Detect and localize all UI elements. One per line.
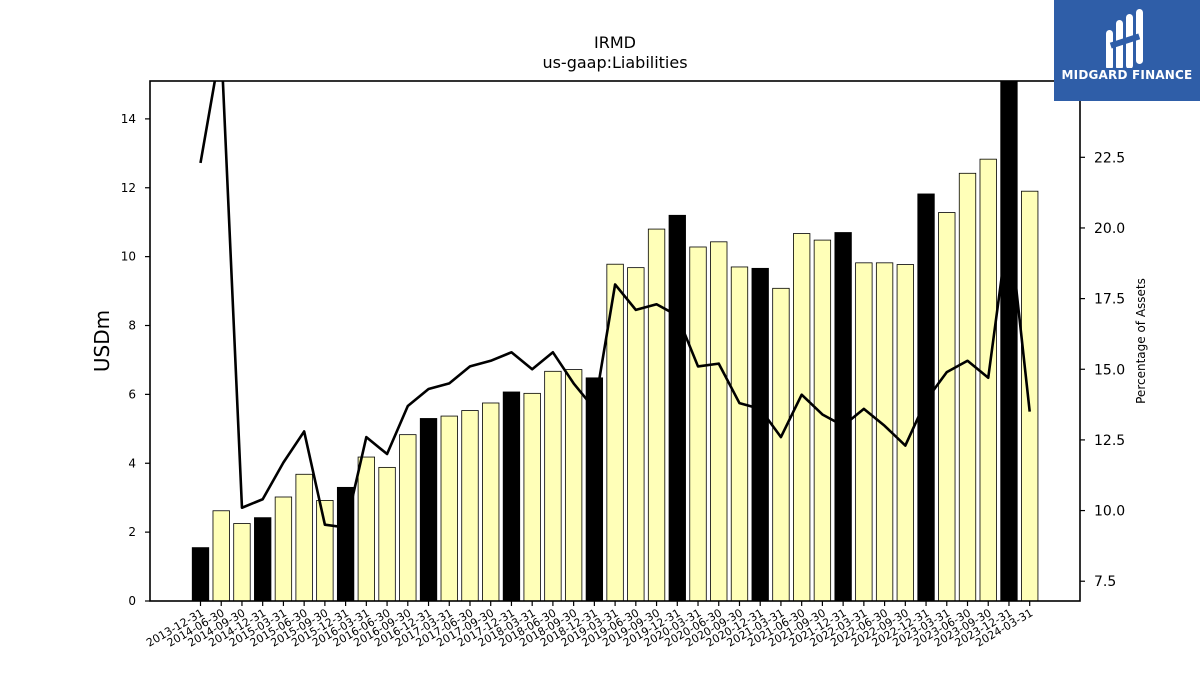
bar-2014-06-30 bbox=[212, 510, 230, 601]
bar-2016-09-30 bbox=[399, 434, 417, 601]
bar-2018-09-30 bbox=[564, 369, 583, 601]
y2-tick-label: 17.5 bbox=[1094, 292, 1125, 308]
midgard-logo-icon bbox=[1106, 9, 1143, 68]
y-axis-label: USDm bbox=[90, 310, 114, 372]
brand-logo-text: MIDGARD FINANCE bbox=[1061, 68, 1193, 82]
bar-2022-12-31 bbox=[917, 193, 935, 601]
bar-2019-06-30 bbox=[627, 267, 645, 601]
line-series bbox=[199, 81, 1031, 529]
bar-2015-06-30 bbox=[295, 473, 313, 601]
bar-2023-06-30 bbox=[958, 172, 977, 601]
brand-logo: MIDGARD FINANCE bbox=[1054, 0, 1200, 101]
bar-2015-03-31 bbox=[274, 496, 293, 601]
y2-tick-label: 15.0 bbox=[1094, 362, 1125, 378]
y2-tick-label: 10.0 bbox=[1094, 504, 1125, 520]
bar-2013-12-31 bbox=[191, 547, 210, 601]
y2-tick-label: 20.0 bbox=[1094, 221, 1125, 237]
bar-series bbox=[191, 81, 1039, 601]
bar-2016-12-31 bbox=[419, 418, 438, 601]
bar-2020-06-30 bbox=[710, 241, 728, 601]
y-tick-label: 6 bbox=[128, 387, 136, 401]
bar-2016-06-30 bbox=[378, 466, 396, 601]
bar-2022-09-30 bbox=[896, 264, 914, 601]
bar-2015-09-30 bbox=[316, 500, 334, 601]
chart-title: IRMD bbox=[594, 33, 636, 52]
y-tick-label: 4 bbox=[128, 456, 136, 470]
bar-2021-06-30 bbox=[793, 233, 811, 601]
bar-2023-09-30 bbox=[979, 158, 997, 601]
bar-2019-09-30 bbox=[647, 228, 666, 601]
bar-2024-03-31 bbox=[1021, 190, 1039, 601]
bar-2019-03-31 bbox=[606, 263, 624, 601]
bar-2014-12-31 bbox=[254, 517, 272, 601]
bar-2021-03-31 bbox=[772, 287, 790, 601]
line-percentage-of-assets bbox=[199, 81, 1031, 529]
bar-2022-03-31 bbox=[855, 262, 873, 601]
bar-2023-12-31 bbox=[1000, 81, 1018, 601]
bar-2018-06-30 bbox=[544, 370, 562, 601]
y2-axis-ticks: 7.5 10.0 12.5 15.0 17.5 20.0 22.5 bbox=[1080, 150, 1125, 590]
x-axis-ticks: 2013-12-312014-06-302014-09-302014-12-31… bbox=[144, 601, 1035, 650]
bar-2021-09-30 bbox=[813, 239, 832, 601]
bar-2019-12-31 bbox=[668, 214, 686, 601]
y2-axis-label: Percentage of Assets bbox=[1134, 278, 1148, 404]
bar-2018-12-31 bbox=[585, 377, 604, 601]
bar-2020-12-31 bbox=[751, 267, 769, 601]
bar-2020-09-30 bbox=[730, 266, 749, 601]
bar-2017-03-31 bbox=[440, 415, 458, 601]
y2-tick-label: 22.5 bbox=[1094, 150, 1125, 166]
y-tick-label: 10 bbox=[121, 250, 136, 264]
bar-2020-03-31 bbox=[689, 246, 707, 601]
y-tick-label: 0 bbox=[128, 594, 136, 608]
bar-2023-03-31 bbox=[938, 212, 956, 601]
bar-2017-12-31 bbox=[502, 391, 521, 601]
bar-2017-09-30 bbox=[482, 402, 500, 601]
bar-2017-06-30 bbox=[461, 410, 479, 601]
chart-subtitle: us-gaap:Liabilities bbox=[542, 53, 687, 72]
y2-tick-label: 7.5 bbox=[1094, 574, 1116, 590]
y-axis-ticks: 0 2 4 6 8 10 12 14 bbox=[121, 112, 150, 608]
bar-2021-12-31 bbox=[834, 232, 852, 601]
y-tick-label: 14 bbox=[121, 112, 136, 126]
y-tick-label: 2 bbox=[128, 525, 136, 539]
y-tick-label: 8 bbox=[128, 319, 136, 333]
y-tick-label: 12 bbox=[121, 181, 136, 195]
y2-tick-label: 12.5 bbox=[1094, 433, 1125, 449]
bar-2018-03-31 bbox=[523, 392, 541, 601]
bar-2016-03-31 bbox=[357, 456, 375, 601]
bar-2014-09-30 bbox=[233, 523, 251, 601]
